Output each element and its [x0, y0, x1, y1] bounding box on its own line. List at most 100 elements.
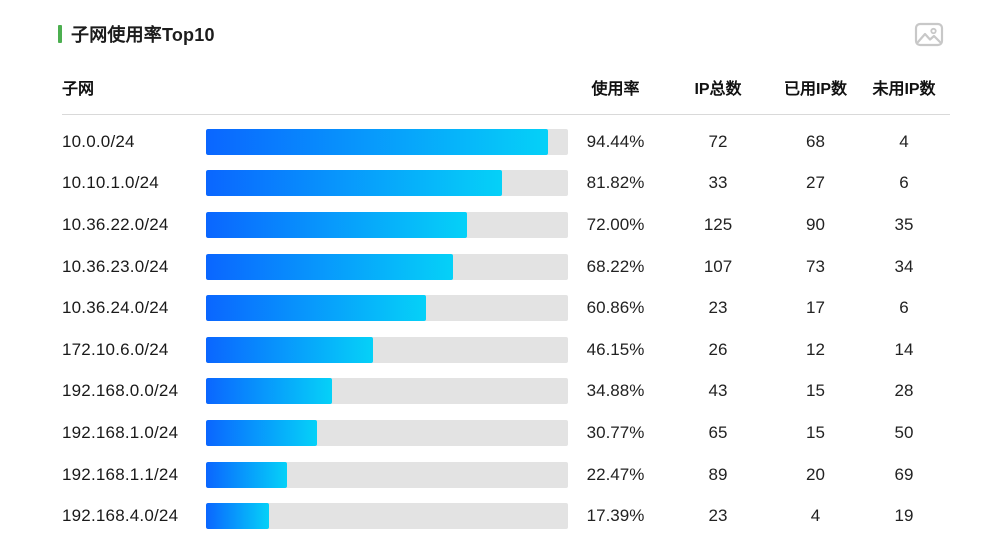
- table-row: 10.10.1.0/24 81.82% 33 27 6: [62, 163, 950, 205]
- total-ip-value: 125: [703, 214, 733, 234]
- usage-bar-track: [206, 419, 568, 446]
- usage-rate-value: 46.15%: [586, 339, 645, 359]
- used-ip-value: 4: [810, 506, 821, 526]
- usage-bar-fill: [206, 211, 467, 238]
- usage-bar-cell: [206, 295, 568, 322]
- col-header-used-ip: 已用IP数: [783, 81, 848, 98]
- usage-bar-track: [206, 211, 568, 238]
- used-ip-value: 15: [806, 381, 825, 401]
- usage-bar-fill: [206, 336, 374, 363]
- subnet-label: 10.0.0/24: [62, 131, 135, 151]
- table-row: 10.36.24.0/24 60.86% 23 17 6: [62, 287, 950, 329]
- usage-bar-cell: [206, 253, 568, 280]
- unused-ip-value: 19: [894, 506, 914, 526]
- usage-rate-value: 17.39%: [586, 506, 645, 526]
- usage-bar-track: [206, 295, 568, 322]
- total-ip-value: 26: [708, 339, 728, 359]
- panel-header: 子网使用率Top10: [58, 20, 950, 48]
- table-row: 10.36.23.0/24 68.22% 107 73 34: [62, 246, 950, 288]
- usage-bar-track: [206, 503, 568, 530]
- table-header-row: 子网 使用率 IP总数 已用IP数 未用IP数: [62, 74, 950, 100]
- usage-rate-value: 30.77%: [586, 422, 645, 442]
- total-ip-value: 72: [708, 131, 728, 151]
- usage-bar-cell: [206, 503, 568, 530]
- col-header-total-ip: IP总数: [694, 81, 742, 98]
- header-divider: [62, 114, 950, 115]
- usage-rate-value: 94.44%: [586, 131, 645, 151]
- usage-bar-track: [206, 336, 568, 363]
- usage-rate-value: 60.86%: [586, 298, 645, 318]
- usage-bar-fill: [206, 253, 453, 280]
- col-header-subnet: 子网: [62, 81, 95, 98]
- subnet-label: 192.168.1.1/24: [62, 464, 179, 484]
- total-ip-value: 43: [708, 381, 728, 401]
- unused-ip-value: 69: [894, 464, 914, 484]
- usage-bar-fill: [206, 419, 318, 446]
- table-row: 192.168.0.0/24 34.88% 43 15 28: [62, 371, 950, 413]
- table-body: 10.0.0/24 94.44% 72 68 4 10.10.1.0/24 81…: [62, 121, 950, 537]
- usage-rate-value: 72.00%: [586, 214, 645, 234]
- table-row: 192.168.1.0/24 30.77% 65 15 50: [62, 412, 950, 454]
- usage-bar-fill: [206, 503, 269, 530]
- unused-ip-value: 50: [894, 422, 914, 442]
- usage-bar-cell: [206, 461, 568, 488]
- usage-bar-track: [206, 461, 568, 488]
- subnet-label: 192.168.1.0/24: [62, 422, 179, 442]
- title-accent-bar: [58, 25, 62, 43]
- used-ip-value: 12: [806, 339, 825, 359]
- total-ip-value: 65: [708, 422, 728, 442]
- total-ip-value: 23: [708, 506, 728, 526]
- table-row: 172.10.6.0/24 46.15% 26 12 14: [62, 329, 950, 371]
- used-ip-value: 27: [806, 173, 825, 193]
- usage-bar-cell: [206, 419, 568, 446]
- subnet-usage-table: 子网 使用率 IP总数 已用IP数 未用IP数 10.0.0/24 94.44%…: [62, 74, 950, 537]
- subnet-label: 10.36.22.0/24: [62, 214, 169, 234]
- usage-bar-track: [206, 378, 568, 405]
- usage-bar-fill: [206, 295, 427, 322]
- col-header-usage: 使用率: [591, 81, 640, 98]
- total-ip-value: 89: [708, 464, 728, 484]
- usage-bar-cell: [206, 128, 568, 155]
- usage-rate-value: 81.82%: [586, 173, 645, 193]
- usage-bar-cell: [206, 378, 568, 405]
- subnet-label: 10.10.1.0/24: [62, 173, 159, 193]
- subnet-label: 192.168.0.0/24: [62, 381, 179, 401]
- subnet-label: 192.168.4.0/24: [62, 506, 179, 526]
- image-icon: [914, 22, 944, 46]
- panel-title: 子网使用率Top10: [71, 25, 215, 45]
- usage-bar-fill: [206, 378, 333, 405]
- subnet-label: 10.36.24.0/24: [62, 298, 169, 318]
- unused-ip-value: 6: [899, 173, 909, 193]
- total-ip-value: 107: [703, 256, 733, 276]
- used-ip-value: 17: [806, 298, 825, 318]
- unused-ip-value: 35: [894, 214, 914, 234]
- export-image-button[interactable]: [914, 21, 944, 48]
- table-row: 10.36.22.0/24 72.00% 125 90 35: [62, 204, 950, 246]
- usage-bar-fill: [206, 170, 503, 197]
- subnet-usage-panel: 子网使用率Top10 子网 使用率 IP总数 已用IP数 未用IP数 10.0.…: [58, 20, 950, 537]
- usage-rate-value: 68.22%: [586, 256, 645, 276]
- used-ip-value: 68: [806, 131, 825, 151]
- unused-ip-value: 14: [894, 339, 914, 359]
- usage-bar-cell: [206, 211, 568, 238]
- usage-rate-value: 34.88%: [586, 381, 645, 401]
- total-ip-value: 33: [708, 173, 728, 193]
- used-ip-value: 20: [806, 464, 825, 484]
- subnet-label: 10.36.23.0/24: [62, 256, 169, 276]
- table-row: 192.168.1.1/24 22.47% 89 20 69: [62, 454, 950, 496]
- usage-rate-value: 22.47%: [586, 464, 645, 484]
- used-ip-value: 73: [806, 256, 825, 276]
- table-row: 10.0.0/24 94.44% 72 68 4: [62, 121, 950, 163]
- unused-ip-value: 6: [899, 298, 909, 318]
- used-ip-value: 90: [806, 214, 825, 234]
- usage-bar-track: [206, 253, 568, 280]
- used-ip-value: 15: [806, 422, 825, 442]
- subnet-label: 172.10.6.0/24: [62, 339, 169, 359]
- table-row: 192.168.4.0/24 17.39% 23 4 19: [62, 495, 950, 537]
- unused-ip-value: 28: [894, 381, 914, 401]
- unused-ip-value: 4: [899, 131, 909, 151]
- usage-bar-fill: [206, 128, 548, 155]
- usage-bar-fill: [206, 461, 288, 488]
- usage-bar-track: [206, 170, 568, 197]
- total-ip-value: 23: [708, 298, 728, 318]
